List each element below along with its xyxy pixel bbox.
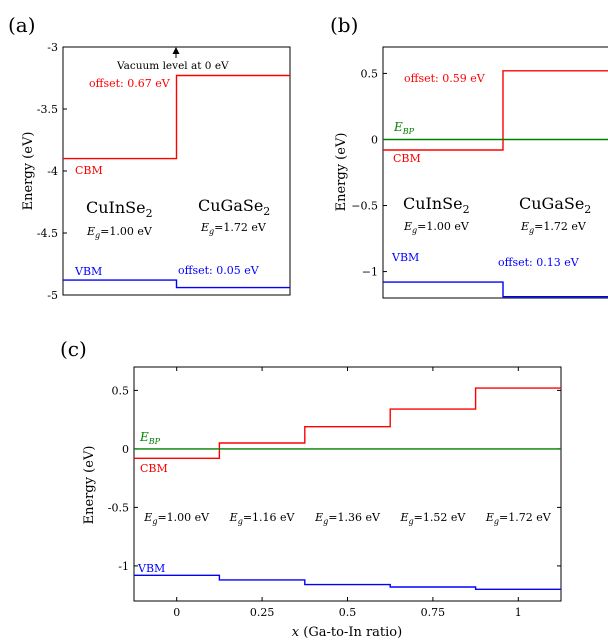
panel-a-mat1-name: CuInSe xyxy=(86,198,146,217)
panel-b-y-tick-label: 0 xyxy=(371,133,378,146)
panel-b-vbm-label: VBM xyxy=(391,251,419,264)
panel-a-lines xyxy=(63,74,290,289)
panel-a-label: (a) xyxy=(8,13,36,37)
panel-c-ebp-e: E xyxy=(139,430,149,444)
panel-b-label: (b) xyxy=(330,13,358,37)
panel-c-xlabel: x (Ga-to-In ratio) xyxy=(292,625,402,640)
panel-c-gap-label: Eg=1.52 eV xyxy=(399,511,466,526)
panel-b-eg2: Eg=1.72 eV xyxy=(520,220,587,235)
panel-b-cbm-line xyxy=(383,70,608,151)
panel-b-eg1: Eg=1.00 eV xyxy=(403,220,470,235)
panel-a: (a) -3 -3.5 -4 -4.5 -5 Energy (eV) Vacuum le… xyxy=(8,13,291,302)
panel-a-offset-cbm: offset: 0.67 eV xyxy=(89,77,171,90)
panel-c-ebp-sub: BP xyxy=(148,437,161,446)
panel-c-cbm-label: CBM xyxy=(140,462,168,475)
panel-b-y-tick-label: −0.5 xyxy=(351,200,378,213)
panel-c-cbm-line xyxy=(134,387,561,459)
panel-c-x-tick-label: 1 xyxy=(515,606,522,619)
panel-c-lines xyxy=(134,387,561,590)
panel-c-gap-label: Eg=1.00 eV xyxy=(143,511,210,526)
panel-b-mat1-sub: 2 xyxy=(463,203,470,216)
panel-c-x-ticks: 0 0.25 0.5 0.75 1 xyxy=(173,367,522,619)
panel-a-y-ticks: -3 -3.5 -4 -4.5 -5 xyxy=(37,41,67,302)
panel-c-x-tick-label: 0.25 xyxy=(250,606,275,619)
panel-c-y-tick-label: -0.5 xyxy=(108,501,129,514)
panel-a-eg2-value: =1.72 eV xyxy=(214,221,267,234)
panel-b: (b) 0.5 0 −0.5 −1 Energy (eV) offset: 0.59 … xyxy=(330,13,608,299)
panel-c-ebp-label: EBP xyxy=(139,430,161,446)
panel-c-x-tick-label: 0.5 xyxy=(339,606,357,619)
panel-a-mat1-sub: 2 xyxy=(146,207,153,220)
panel-b-ebp-label: EBP xyxy=(393,120,415,136)
panel-b-lines xyxy=(383,70,608,298)
vacuum-arrowhead xyxy=(172,47,180,54)
panel-c-label: (c) xyxy=(60,337,87,361)
panel-a-mat2-sub: 2 xyxy=(263,205,270,218)
panel-a-mat1: CuInSe2 xyxy=(86,198,153,220)
panel-a-vbm-label: VBM xyxy=(74,265,102,278)
panel-b-eg2-value: =1.72 eV xyxy=(534,220,587,233)
panel-b-mat2: CuGaSe2 xyxy=(519,194,591,216)
panel-c-ylabel: Energy (eV) xyxy=(82,446,97,525)
panel-c-x-tick-label: 0.75 xyxy=(421,606,446,619)
panel-b-mat1-name: CuInSe xyxy=(403,194,463,213)
panel-c-xlabel-var: x xyxy=(292,625,300,640)
panel-c-x-tick-label: 0 xyxy=(173,606,180,619)
panel-a-eg1-value: =1.00 eV xyxy=(100,225,153,238)
panel-c-frame xyxy=(133,366,562,602)
panel-a-mat2: CuGaSe2 xyxy=(198,196,270,218)
panel-a-y-tick-label: -4.5 xyxy=(37,227,58,240)
panel-a-cbm-label: CBM xyxy=(75,164,103,177)
panel-b-ylabel: Energy (eV) xyxy=(334,133,349,212)
panel-a-eg1: Eg=1.00 eV xyxy=(86,225,153,240)
panel-b-ebp-sub: BP xyxy=(402,127,415,136)
panel-c-vbm-line xyxy=(134,574,561,590)
panel-c-gap-label: Eg=1.16 eV xyxy=(229,511,296,526)
panel-b-y-tick-label: 0.5 xyxy=(361,67,379,80)
panel-b-y-ticks: 0.5 0 −0.5 −1 xyxy=(351,67,387,279)
panel-c-vbm-label: VBM xyxy=(137,562,165,575)
panel-a-vacuum-label: Vacuum level at 0 eV xyxy=(116,60,229,72)
panel-a-offset-vbm: offset: 0.05 eV xyxy=(178,264,260,277)
panel-c-gap-label: Eg=1.36 eV xyxy=(314,511,381,526)
panel-c-xlabel-rest: (Ga-to-In ratio) xyxy=(299,625,402,640)
panel-a-y-tick-label: -4 xyxy=(47,165,58,178)
panel-c-y-tick-label: 0.5 xyxy=(112,384,130,397)
panel-c-gap-labels: Eg=1.00 eV Eg=1.16 eV Eg=1.36 eV Eg=1.52 eV… xyxy=(143,511,551,526)
panel-a-y-tick-label: -3.5 xyxy=(37,103,58,116)
panel-a-cbm-line xyxy=(63,74,290,160)
panel-c-y-ticks: 0.5 0 -0.5 -1 xyxy=(108,384,561,573)
panel-a-y-tick-label: -5 xyxy=(47,289,58,302)
panel-a-mat2-name: CuGaSe xyxy=(198,196,263,215)
panel-c-y-tick-label: 0 xyxy=(122,443,129,456)
panel-b-offset-vbm: offset: 0.13 eV xyxy=(498,256,580,269)
panel-b-mat2-name: CuGaSe xyxy=(519,194,584,213)
panel-b-frame xyxy=(382,46,608,299)
panel-c-gap-label: Eg=1.72 eV xyxy=(485,511,552,526)
panel-a-vbm-line xyxy=(63,279,290,289)
panel-c-y-tick-label: -1 xyxy=(118,560,129,573)
panel-a-ylabel: Energy (eV) xyxy=(21,132,36,211)
panel-c: (c) 0.5 0 -0.5 -1 0 0.25 0.5 0.75 1 Energy (eV)… xyxy=(60,337,562,640)
panel-b-mat1: CuInSe2 xyxy=(403,194,470,216)
panel-b-y-tick-label: −1 xyxy=(362,266,378,279)
panel-b-cbm-label: CBM xyxy=(393,152,421,165)
panel-b-vbm-line xyxy=(383,281,608,298)
panel-b-ebp-e: E xyxy=(393,120,403,134)
panel-a-eg2: Eg=1.72 eV xyxy=(200,221,267,236)
panel-b-offset-cbm: offset: 0.59 eV xyxy=(404,72,486,85)
panel-b-eg1-value: =1.00 eV xyxy=(417,220,470,233)
panel-b-mat2-sub: 2 xyxy=(584,203,591,216)
panel-a-y-tick-label: -3 xyxy=(47,41,58,54)
